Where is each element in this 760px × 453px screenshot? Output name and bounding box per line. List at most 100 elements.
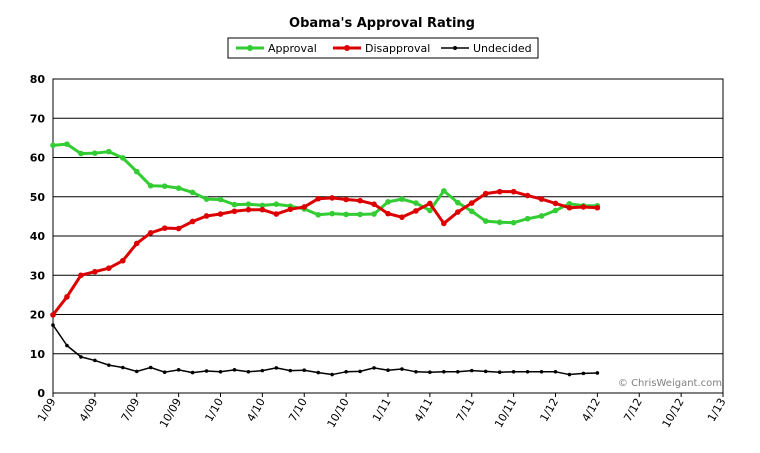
x-tick-label: 4/12 [579, 396, 603, 424]
y-tick-label: 50 [30, 191, 46, 204]
data-point [162, 370, 167, 374]
data-point [204, 369, 209, 373]
data-point [64, 141, 70, 147]
series-undecided [51, 323, 600, 377]
data-point [510, 188, 517, 195]
data-point [414, 370, 418, 374]
data-point [399, 214, 405, 220]
data-point [385, 199, 391, 205]
data-point [344, 370, 348, 374]
data-point [232, 368, 237, 372]
data-point [566, 204, 573, 211]
data-point [329, 195, 335, 201]
data-point [287, 206, 294, 213]
data-point [581, 371, 586, 376]
data-point [78, 272, 84, 279]
data-point [469, 368, 474, 373]
data-point [511, 370, 516, 374]
data-point [427, 200, 433, 207]
data-point [441, 188, 447, 194]
data-point [428, 370, 432, 374]
data-point [133, 240, 140, 247]
data-point [133, 168, 140, 175]
x-tick-label: 10/11 [492, 396, 519, 430]
data-point [413, 208, 419, 214]
data-point [273, 201, 280, 208]
data-point [525, 370, 530, 374]
y-tick-label: 40 [30, 230, 46, 243]
x-tick-label: 7/09 [119, 396, 143, 424]
data-point [161, 225, 168, 231]
data-point [496, 188, 503, 195]
y-tick-label: 10 [30, 348, 46, 361]
data-point [119, 155, 126, 161]
data-point [106, 148, 112, 155]
legend-marker [344, 45, 350, 51]
y-tick-label: 20 [30, 309, 46, 322]
x-tick-label: 10/10 [325, 396, 352, 430]
data-point [524, 215, 531, 222]
data-point [482, 218, 489, 224]
data-point [231, 208, 238, 215]
data-point [315, 212, 322, 218]
data-point [427, 207, 433, 214]
y-tick-label: 60 [30, 152, 46, 165]
y-tick-label: 80 [30, 73, 46, 86]
data-point [147, 230, 154, 236]
x-tick-label: 1/11 [370, 396, 394, 424]
legend-label: Approval [268, 42, 317, 55]
data-point [79, 355, 83, 359]
x-tick-label: 1/10 [202, 396, 226, 424]
data-point [594, 204, 601, 211]
data-point [203, 196, 210, 202]
data-point [386, 368, 390, 373]
data-point [107, 363, 111, 367]
data-point [468, 200, 475, 206]
data-point [65, 343, 69, 348]
data-point [400, 367, 404, 371]
data-point [288, 368, 293, 373]
legend-box [227, 37, 539, 59]
series-approval [50, 141, 601, 226]
data-point [246, 370, 251, 374]
legend-marker [247, 45, 253, 51]
legend-label: Disapproval [365, 42, 430, 55]
data-point [217, 196, 224, 203]
x-tick-label: 10/09 [157, 396, 184, 430]
data-point [510, 219, 517, 226]
chart-title: Obama's Approval Rating [289, 16, 475, 31]
data-point [217, 211, 224, 217]
data-point [316, 370, 321, 375]
data-point [78, 150, 84, 157]
data-point [260, 368, 265, 373]
data-point [454, 199, 461, 206]
data-point [524, 192, 531, 199]
data-point [343, 211, 349, 218]
data-point [538, 196, 545, 202]
data-point [259, 202, 266, 209]
data-point [274, 366, 279, 370]
data-point [468, 208, 475, 215]
data-point [92, 268, 98, 275]
series-line [52, 142, 598, 225]
data-point [119, 257, 126, 264]
data-point [413, 200, 419, 206]
data-point [441, 220, 447, 227]
data-point [190, 370, 195, 375]
x-tick-label: 4/09 [77, 396, 101, 424]
data-point [358, 369, 362, 374]
data-point [552, 207, 559, 214]
data-point [231, 201, 238, 208]
data-point [357, 211, 363, 218]
data-point [385, 210, 391, 217]
data-point [595, 371, 600, 375]
y-tick-label: 30 [30, 269, 46, 282]
data-point [483, 369, 488, 374]
data-point [329, 210, 335, 217]
data-point [93, 358, 97, 363]
data-point [175, 185, 182, 191]
series-disapproval [50, 188, 601, 318]
series-line [52, 324, 598, 376]
data-point [245, 201, 252, 208]
